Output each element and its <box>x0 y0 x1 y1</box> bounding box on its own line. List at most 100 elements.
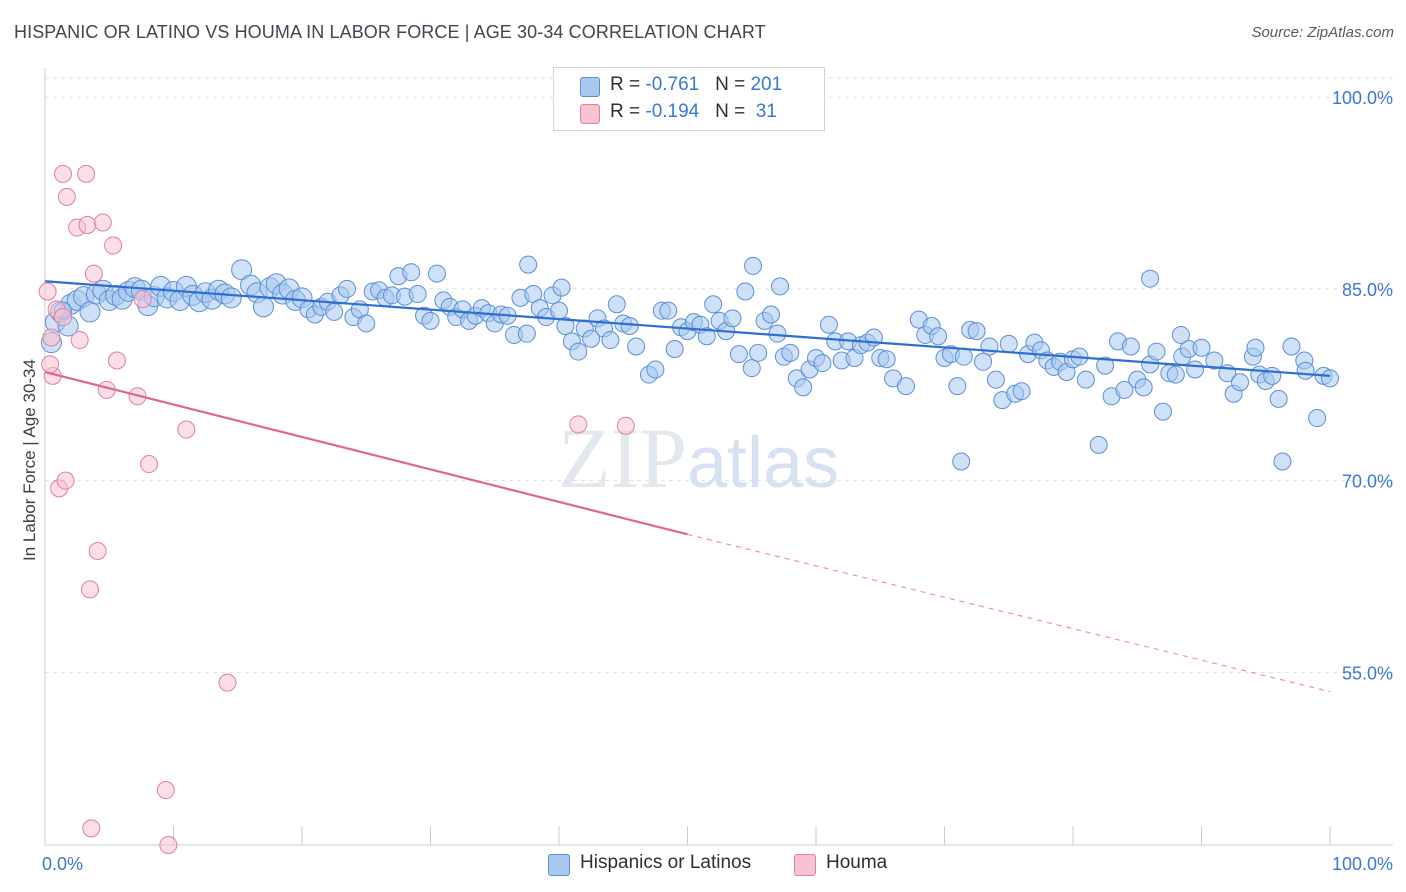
hispanic-point <box>582 329 601 348</box>
hispanic-point <box>1192 338 1211 357</box>
houma-point <box>41 355 60 374</box>
hispanic-point <box>79 301 101 323</box>
hispanic-point <box>1012 382 1031 401</box>
hispanic-point <box>357 314 376 333</box>
hispanic-point <box>1263 366 1282 385</box>
r-value: -0.761 <box>645 74 700 95</box>
r-label: R = <box>610 74 646 95</box>
n-label: N = <box>715 101 751 122</box>
hispanic-point <box>744 256 763 275</box>
hispanic-point <box>1141 269 1160 288</box>
hispanic-point <box>794 378 813 397</box>
hispanic-point <box>220 287 242 309</box>
hispanic-point <box>325 302 344 321</box>
hispanic-point <box>929 327 948 346</box>
hispanic-point <box>1121 337 1140 356</box>
houma-point <box>42 328 61 347</box>
hispanic-point <box>723 309 742 328</box>
hispanic-point <box>252 296 274 318</box>
houma-trend-line <box>44 370 688 536</box>
y-tick-label: 70.0% <box>1342 472 1393 492</box>
hispanic-point <box>659 301 678 320</box>
houma-legend-swatch <box>794 854 816 876</box>
hispanic-point <box>749 343 768 362</box>
x-tick-label: 100.0% <box>1332 854 1393 874</box>
houma-point <box>107 351 126 370</box>
hispanic-point <box>1096 356 1115 375</box>
hispanic-point <box>781 343 800 362</box>
houma-point <box>159 836 178 854</box>
hispanic-point <box>569 342 588 361</box>
hispanic-point <box>704 295 723 314</box>
hispanic-point <box>1147 342 1166 361</box>
hispanic-point <box>1134 378 1153 397</box>
houma-trend-extension <box>687 533 1331 693</box>
houma-point <box>104 236 123 255</box>
houma-point <box>177 420 196 439</box>
hispanic-point <box>1282 337 1301 356</box>
hispanic-point <box>954 347 973 366</box>
houma-swatch <box>580 104 600 124</box>
hispanic-legend-label: Hispanics or Latinos <box>580 852 752 873</box>
watermark-atlas: atlas <box>687 423 840 503</box>
hispanic-point <box>607 295 626 314</box>
houma-point <box>56 471 75 490</box>
hispanic-point <box>742 359 761 378</box>
hispanic-point <box>1205 351 1224 370</box>
hispanic-legend-swatch <box>548 854 570 876</box>
houma-point <box>140 455 159 474</box>
houma-point <box>70 331 89 350</box>
hispanic-point <box>402 263 421 282</box>
hispanic-point <box>601 331 620 350</box>
hispanic-point <box>1246 338 1265 357</box>
hispanic-point <box>697 327 716 346</box>
y-tick-label: 100.0% <box>1332 88 1393 108</box>
hispanic-point <box>896 377 915 396</box>
n-value: 201 <box>750 74 783 95</box>
hispanic-point <box>1186 360 1205 379</box>
hispanic-swatch <box>580 77 600 97</box>
hispanic-point <box>665 340 684 359</box>
hispanic-point <box>550 301 568 320</box>
hispanic-point <box>337 279 356 298</box>
hispanic-point <box>877 350 896 369</box>
houma-point <box>84 264 103 283</box>
houma-point <box>38 282 57 301</box>
hispanic-point <box>813 354 832 373</box>
hispanic-point <box>1269 389 1288 408</box>
houma-legend-label: Houma <box>826 852 888 873</box>
houma-point <box>57 187 76 206</box>
houma-point <box>53 164 72 183</box>
hispanic-point <box>999 334 1018 353</box>
hispanic-point <box>427 264 446 283</box>
houma-point <box>133 290 152 309</box>
houma-point <box>569 415 588 434</box>
houma-point <box>82 819 101 838</box>
hispanic-point <box>1321 369 1339 388</box>
n-label: N = <box>715 74 751 95</box>
hispanic-point <box>646 360 665 379</box>
chart-title: HISPANIC OR LATINO VS HOUMA IN LABOR FOR… <box>14 22 766 42</box>
hispanic-point <box>1273 452 1292 471</box>
hispanic-trend-line <box>44 280 1331 377</box>
hispanic-point <box>517 324 536 343</box>
houma-point <box>218 673 237 692</box>
hispanic-point <box>1171 325 1190 344</box>
hispanic-point <box>421 311 440 330</box>
hispanic-point <box>627 337 646 356</box>
hispanic-point <box>967 322 986 341</box>
houma-point <box>78 216 97 235</box>
hispanic-point <box>620 316 639 335</box>
hispanic-point <box>556 316 575 335</box>
hispanic-point <box>1153 402 1172 421</box>
houma-point <box>80 580 99 599</box>
hispanic-point <box>948 377 967 396</box>
y-tick-label: 55.0% <box>1342 663 1393 683</box>
hispanic-point <box>1076 370 1095 389</box>
hispanic-point <box>408 285 427 304</box>
houma-point <box>156 781 175 800</box>
hispanic-point <box>1115 380 1134 399</box>
r-label: R = <box>610 101 646 122</box>
hispanic-point <box>974 352 993 371</box>
